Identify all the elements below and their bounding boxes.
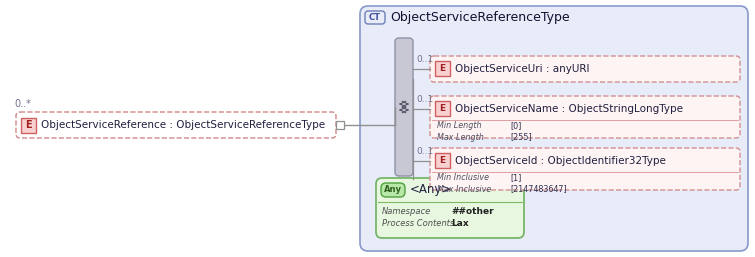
- FancyBboxPatch shape: [430, 56, 740, 82]
- FancyBboxPatch shape: [381, 183, 405, 197]
- Text: ##other: ##other: [451, 207, 494, 216]
- Text: [2147483647]: [2147483647]: [510, 185, 567, 194]
- Text: E: E: [439, 64, 445, 73]
- Text: Min Inclusive: Min Inclusive: [437, 173, 489, 182]
- FancyBboxPatch shape: [360, 6, 748, 251]
- Text: Max Length: Max Length: [437, 133, 484, 142]
- FancyBboxPatch shape: [435, 153, 450, 168]
- Text: E: E: [25, 120, 32, 130]
- Text: Lax: Lax: [451, 219, 469, 228]
- FancyBboxPatch shape: [430, 96, 740, 138]
- Text: ObjectServiceUri : anyURI: ObjectServiceUri : anyURI: [455, 63, 590, 74]
- Text: ObjectServiceReferenceType: ObjectServiceReferenceType: [390, 11, 569, 24]
- Text: Process Contents: Process Contents: [382, 219, 455, 228]
- Text: 0..*: 0..*: [14, 99, 31, 109]
- Text: ObjectServiceName : ObjectStringLongType: ObjectServiceName : ObjectStringLongType: [455, 104, 683, 114]
- Text: 0..1: 0..1: [416, 56, 433, 65]
- FancyBboxPatch shape: [365, 11, 385, 24]
- Text: <Any>: <Any>: [410, 183, 452, 197]
- Text: E: E: [439, 156, 445, 165]
- Text: E: E: [439, 104, 445, 113]
- FancyBboxPatch shape: [16, 112, 336, 138]
- Text: Max Inclusive: Max Inclusive: [437, 185, 492, 194]
- Text: [0]: [0]: [510, 122, 522, 131]
- Text: [255]: [255]: [510, 133, 532, 142]
- FancyBboxPatch shape: [435, 101, 450, 116]
- Text: 0..1: 0..1: [416, 148, 433, 157]
- FancyBboxPatch shape: [21, 117, 36, 133]
- FancyBboxPatch shape: [336, 121, 344, 129]
- Text: 0..1: 0..1: [416, 96, 433, 105]
- Text: Namespace: Namespace: [382, 207, 431, 216]
- FancyBboxPatch shape: [376, 178, 524, 238]
- FancyBboxPatch shape: [435, 61, 450, 76]
- FancyBboxPatch shape: [430, 148, 740, 190]
- Text: ObjectServiceReference : ObjectServiceReferenceType: ObjectServiceReference : ObjectServiceRe…: [41, 120, 325, 130]
- FancyBboxPatch shape: [395, 38, 413, 176]
- Text: [1]: [1]: [510, 173, 522, 182]
- Text: ObjectServiceId : ObjectIdentifier32Type: ObjectServiceId : ObjectIdentifier32Type: [455, 155, 666, 166]
- Text: Any: Any: [384, 186, 402, 195]
- Text: CT: CT: [369, 13, 381, 22]
- Text: Min Length: Min Length: [437, 122, 482, 131]
